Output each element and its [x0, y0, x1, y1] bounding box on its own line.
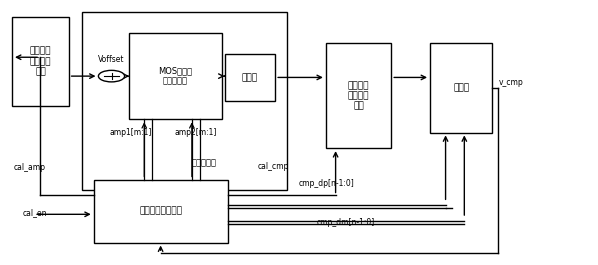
Bar: [82, 12, 287, 190]
Text: v_cmp: v_cmp: [498, 78, 523, 87]
Text: 放大器: 放大器: [242, 73, 258, 82]
Text: 放大器信
号源选择
电路: 放大器信 号源选择 电路: [30, 47, 51, 77]
Bar: [430, 43, 492, 132]
Text: Voffset: Voffset: [99, 55, 125, 64]
Text: 比较器信
号源选择
电路: 比较器信 号源选择 电路: [348, 81, 370, 111]
Text: cmp_dm[n-1:0]: cmp_dm[n-1:0]: [317, 218, 375, 227]
Text: MOS管输入
级校正电路: MOS管输入 级校正电路: [158, 67, 193, 86]
Text: 放大器电路: 放大器电路: [191, 158, 216, 167]
Bar: [12, 17, 69, 106]
Text: amp2[m:1]: amp2[m:1]: [174, 128, 216, 137]
Text: cal_en: cal_en: [22, 208, 47, 217]
Bar: [326, 43, 391, 148]
Bar: [225, 54, 275, 101]
Text: cal_amp: cal_amp: [13, 164, 45, 173]
Bar: [94, 180, 228, 243]
Text: amp1[m:1]: amp1[m:1]: [109, 128, 152, 137]
Text: cal_cmp: cal_cmp: [257, 162, 289, 171]
Circle shape: [99, 70, 124, 82]
Bar: [129, 33, 222, 120]
Text: 比较器: 比较器: [453, 83, 469, 92]
Text: 数字校正控制电路: 数字校正控制电路: [139, 207, 182, 216]
Text: cmp_dp[n-1:0]: cmp_dp[n-1:0]: [299, 179, 355, 188]
